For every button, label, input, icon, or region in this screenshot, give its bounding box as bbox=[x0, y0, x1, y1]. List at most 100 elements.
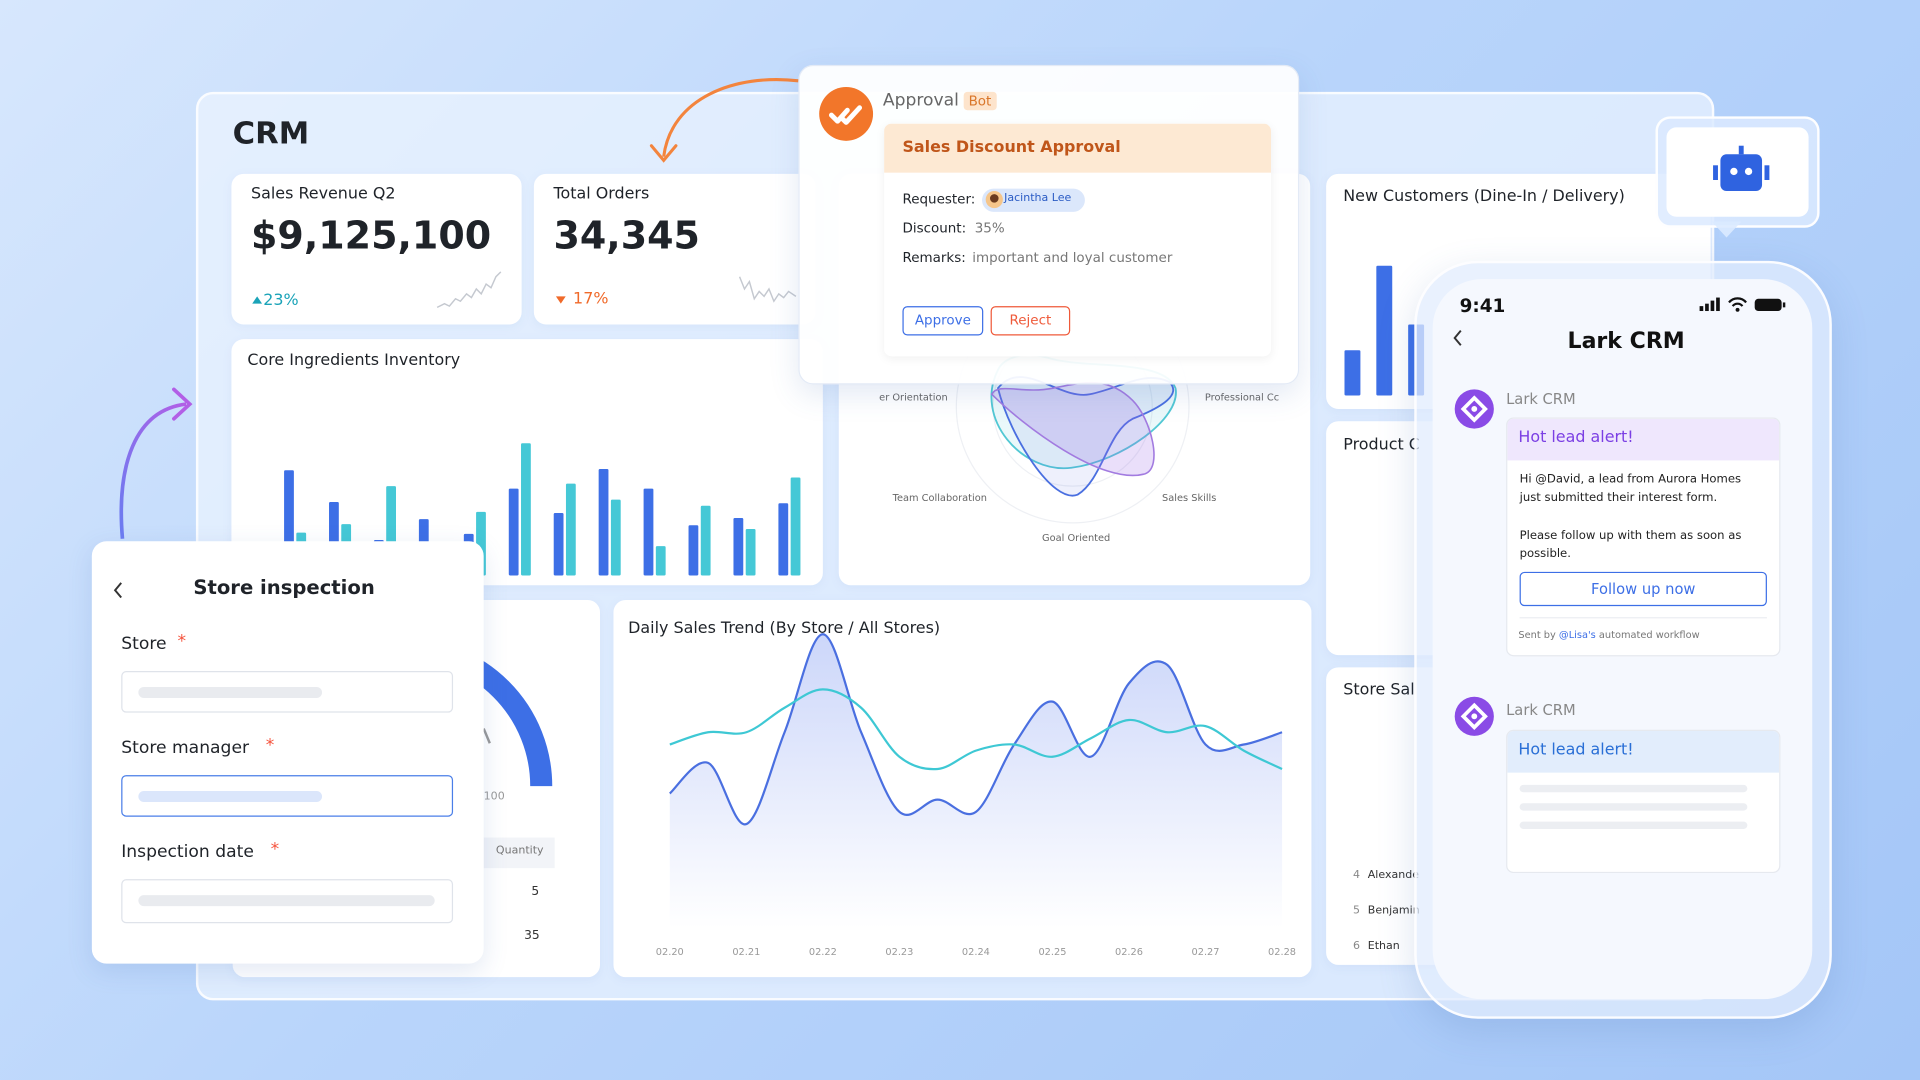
field-label: Discount: bbox=[902, 220, 967, 237]
inspection-form: Store inspection Store * Store manager *… bbox=[91, 541, 484, 964]
down-icon bbox=[555, 296, 566, 304]
footer-text: automated workflow bbox=[1598, 629, 1700, 641]
bar bbox=[790, 477, 801, 576]
back-button[interactable] bbox=[113, 582, 125, 599]
dashboard-title: CRM bbox=[232, 115, 310, 151]
required-mark: * bbox=[177, 631, 187, 652]
kpi-title: Sales Revenue Q2 bbox=[251, 184, 396, 204]
form-title: Store inspection bbox=[193, 575, 375, 599]
field-label: Requester: bbox=[902, 191, 976, 207]
divider bbox=[1519, 617, 1767, 619]
x-tick-label: 02.20 bbox=[656, 947, 684, 958]
status-icons bbox=[1699, 297, 1786, 312]
name: Alexande bbox=[1367, 869, 1419, 882]
footer-link[interactable]: @Lisa's bbox=[1558, 629, 1596, 641]
radar-label: Team Collaboration bbox=[892, 492, 987, 504]
table-cell: 35 bbox=[524, 929, 540, 943]
message-card: Hot lead alert! Hi @David, a lead from A… bbox=[1506, 417, 1781, 657]
message-card: Hot lead alert! bbox=[1506, 729, 1781, 874]
message-header-bg bbox=[1507, 731, 1780, 773]
input[interactable] bbox=[121, 775, 454, 817]
field-label: Inspection date bbox=[121, 842, 254, 863]
message-header: Hot lead alert! bbox=[1518, 740, 1634, 760]
x-tick-label: 02.26 bbox=[1115, 947, 1143, 958]
chart-title: Product C bbox=[1343, 435, 1420, 455]
kpi-change: 17% bbox=[573, 290, 609, 309]
message-header: Hot lead alert! bbox=[1518, 428, 1634, 447]
follow-up-button[interactable]: Follow up now bbox=[1519, 571, 1767, 607]
area bbox=[669, 634, 1283, 929]
robot-bubble bbox=[1655, 116, 1820, 228]
placeholder bbox=[1519, 821, 1748, 829]
bar bbox=[778, 503, 789, 576]
bar bbox=[643, 488, 654, 576]
radar-label: Professional Cc bbox=[1204, 391, 1280, 403]
kpi-value: 34,345 bbox=[553, 214, 700, 259]
bot-avatar bbox=[1454, 696, 1494, 736]
x-tick-label: 02.24 bbox=[962, 947, 990, 958]
bar bbox=[688, 525, 699, 576]
footer: Sent by @Lisa's automated workflow bbox=[1518, 629, 1699, 640]
table-cell: 5 bbox=[531, 885, 540, 899]
field-value: 35% bbox=[974, 220, 1005, 237]
gauge-label: 100 bbox=[483, 791, 505, 804]
approval-popup: Approval Bot Sales Discount Approval Req… bbox=[798, 64, 1300, 385]
rank: 5 bbox=[1353, 904, 1361, 918]
line bbox=[669, 688, 1283, 771]
placeholder bbox=[138, 791, 323, 803]
x-tick-label: 02.27 bbox=[1192, 947, 1220, 958]
bar bbox=[508, 488, 519, 576]
radar-label: Sales Skills bbox=[1162, 492, 1217, 504]
chart-title: New Customers (Dine-In / Delivery) bbox=[1343, 187, 1625, 206]
message-text: Hi @David, a lead from Aurora Homes just… bbox=[1519, 472, 1742, 505]
phone-screen: 9:41 Lark CRM Lark CRM Hot lead alert! H… bbox=[1432, 279, 1813, 1000]
bot-tag: Bot bbox=[963, 91, 997, 111]
requester-name: Jacintha Lee bbox=[1004, 192, 1072, 205]
approval-card: Sales Discount Approval Requester: Jacin… bbox=[884, 123, 1272, 357]
bar bbox=[655, 546, 666, 576]
bar bbox=[598, 468, 609, 576]
bar bbox=[1344, 350, 1361, 396]
name: Benjamin bbox=[1367, 904, 1420, 918]
sparkline bbox=[738, 276, 797, 303]
bar bbox=[1376, 265, 1393, 396]
placeholder bbox=[1519, 803, 1748, 811]
name: Ethan bbox=[1367, 940, 1400, 953]
kpi-value: $9,125,100 bbox=[251, 214, 492, 259]
table-header: Quantity bbox=[495, 844, 544, 858]
sender: Lark CRM bbox=[1506, 701, 1576, 719]
kpi-change: 23% bbox=[263, 291, 299, 310]
app-title: Lark CRM bbox=[1567, 328, 1685, 354]
x-tick-label: 02.25 bbox=[1038, 947, 1066, 958]
bar bbox=[521, 443, 531, 576]
daily-sales-card: Daily Sales Trend (By Store / All Stores… bbox=[613, 600, 1312, 978]
card-header bbox=[884, 123, 1272, 173]
sender: Lark CRM bbox=[1506, 390, 1576, 408]
back-button[interactable] bbox=[1452, 329, 1464, 346]
bar bbox=[610, 499, 621, 576]
rank: 6 bbox=[1353, 940, 1361, 953]
reject-button[interactable]: Reject bbox=[990, 306, 1071, 336]
field-label: Store bbox=[121, 634, 167, 654]
avatar bbox=[985, 191, 1003, 209]
approve-button[interactable]: Approve bbox=[902, 306, 984, 336]
sparkline bbox=[436, 271, 502, 309]
rank: 4 bbox=[1353, 869, 1361, 882]
robot-icon bbox=[1713, 145, 1770, 192]
field-value: important and loyal customer bbox=[972, 249, 1173, 266]
app-name: Approval bbox=[882, 90, 959, 111]
chart-title: Daily Sales Trend (By Store / All Stores… bbox=[628, 619, 941, 638]
input[interactable] bbox=[121, 671, 454, 713]
daily-sales-chart: 02.20 02.21 02.22 02.23 02.24 02.25 02.26 02.27… bbox=[656, 633, 1296, 958]
x-tick-label: 02.28 bbox=[1268, 947, 1296, 958]
up-icon bbox=[252, 296, 263, 304]
bar bbox=[700, 505, 711, 576]
footer-text: Sent by bbox=[1518, 629, 1556, 641]
card-title: Sales Discount Approval bbox=[902, 138, 1121, 157]
chart-title: Core Ingredients Inventory bbox=[247, 351, 461, 370]
radar-label: Goal Oriented bbox=[1042, 532, 1111, 544]
radar-label: er Orientation bbox=[879, 391, 948, 403]
input[interactable] bbox=[121, 879, 454, 924]
kpi-card: Sales Revenue Q2 $9,125,100 23% bbox=[231, 173, 522, 325]
